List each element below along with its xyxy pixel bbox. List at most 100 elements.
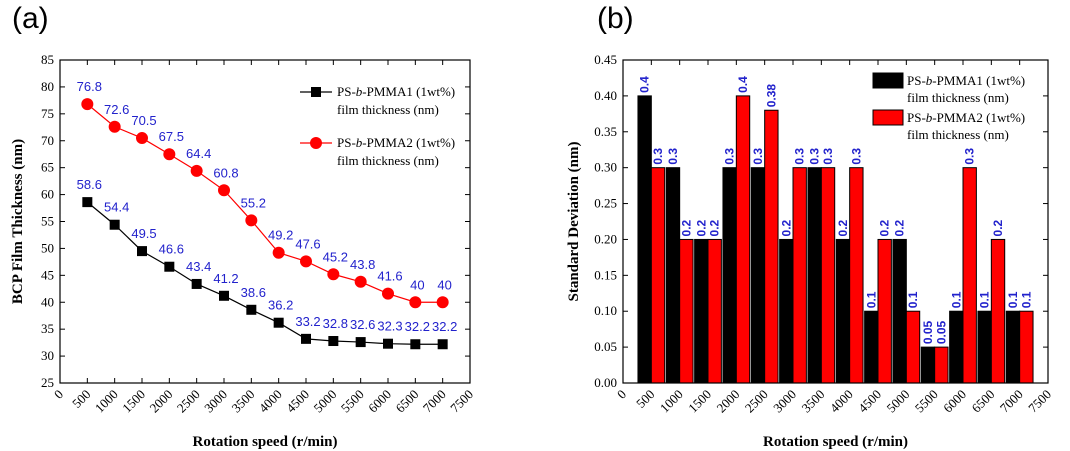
y-tick-label-b: 0.10 — [594, 303, 617, 318]
bar-label: 0.2 — [878, 219, 892, 236]
legend-swatch-b — [872, 109, 904, 126]
y-tick-label-b: 0.45 — [594, 52, 617, 67]
bar-1 — [807, 167, 822, 384]
panel-label-a: (a) — [12, 2, 49, 35]
bar-2 — [934, 346, 949, 384]
data-label: 49.2 — [268, 228, 293, 243]
data-point-circle — [108, 120, 121, 133]
x-tick-label-a: 1500 — [119, 387, 148, 416]
bar-1 — [665, 167, 681, 384]
y-tick-label-a: 75 — [41, 106, 54, 121]
x-tick-label-a: 6500 — [392, 387, 421, 416]
bar-label: 0.1 — [864, 291, 878, 308]
y-tick-label-a: 80 — [41, 79, 54, 94]
data-label: 33.2 — [295, 314, 320, 329]
x-tick-label-b: 5500 — [912, 387, 941, 416]
x-tick-label-a: 7000 — [420, 387, 449, 416]
bar-label: 0.1 — [978, 291, 992, 308]
x-tick-label-b: 6500 — [968, 387, 997, 416]
x-tick-label-a: 7500 — [447, 387, 476, 416]
x-tick-label-a: 4500 — [283, 387, 312, 416]
data-point-square — [383, 338, 393, 349]
y-tick-label-b: 0.20 — [594, 231, 617, 246]
bar-label: 0.2 — [893, 219, 907, 236]
data-point-square — [355, 337, 366, 348]
data-label: 40 — [410, 277, 424, 292]
data-point-square — [137, 246, 147, 257]
x-tick-label-b: 500 — [633, 387, 657, 411]
y-tick-label-a: 40 — [41, 294, 54, 309]
x-tick-label-a: 6000 — [365, 387, 394, 416]
x-tick-label-b: 4000 — [827, 387, 856, 416]
x-tick-label-a: 5500 — [338, 387, 367, 416]
bar-label: 0.4 — [736, 76, 750, 93]
data-point-square — [82, 197, 93, 208]
bar-1 — [722, 167, 737, 384]
x-tick-label-b: 7500 — [1025, 387, 1054, 416]
data-label: 36.2 — [268, 298, 293, 313]
x-tick-label-b: 7000 — [997, 387, 1026, 416]
data-label: 55.2 — [241, 195, 266, 210]
bar-label: 0.3 — [751, 148, 765, 165]
data-point-circle — [354, 275, 367, 288]
bar-2 — [877, 238, 892, 384]
bar-2 — [735, 95, 751, 384]
legend-marker-circle — [310, 137, 322, 149]
legend-entry-b-2-line2: film thickness (nm) — [907, 127, 1009, 142]
y-tick-label-b: 0.15 — [594, 267, 617, 282]
data-label: 67.5 — [159, 129, 184, 144]
data-point-square — [191, 278, 202, 289]
x-tick-label-b: 2500 — [742, 387, 771, 416]
data-point-square — [328, 336, 339, 347]
y-tick-label-a: 25 — [41, 375, 54, 390]
bar-label: 0.3 — [666, 148, 680, 165]
data-label: 45.2 — [323, 249, 348, 264]
legend-entry-a-1: PS-b-PMMA1 (1wt%) — [337, 84, 455, 99]
data-label: 46.6 — [159, 242, 184, 257]
data-point-square — [437, 339, 448, 350]
x-tick-label-a: 3500 — [228, 387, 257, 416]
data-label: 43.4 — [186, 259, 211, 274]
data-label: 43.8 — [350, 257, 375, 272]
bar-label: 0.3 — [821, 148, 835, 165]
bar-label: 0.1 — [949, 291, 963, 308]
plot-frame-b — [622, 59, 1049, 384]
bar-2 — [990, 238, 1006, 384]
bar-1 — [977, 310, 992, 384]
x-tick-label-a: 0 — [51, 387, 66, 402]
data-point-circle — [190, 164, 203, 177]
bar-label: 0.38 — [764, 84, 778, 108]
bar-2 — [650, 167, 666, 384]
bar-2 — [1019, 310, 1034, 384]
bar-2 — [792, 167, 807, 384]
legend-entry-a-2-line2: film thickness (nm) — [337, 153, 439, 168]
legend-entry-a-2: PS-b-PMMA2 (1wt%) — [337, 135, 455, 150]
panel-label-b: (b) — [597, 2, 634, 35]
y-axis-title-a: BCP Film Thickness (nm) — [10, 139, 26, 304]
bar-label: 0.2 — [679, 219, 693, 236]
x-tick-label-b: 1000 — [657, 387, 686, 416]
bar-2 — [707, 238, 722, 384]
data-point-circle — [409, 296, 422, 309]
y-tick-label-a: 65 — [41, 160, 54, 175]
bar-1 — [835, 238, 851, 384]
y-tick-label-b: 0.30 — [594, 160, 617, 175]
data-point-circle — [163, 148, 176, 161]
data-point-circle — [136, 132, 148, 145]
bar-label: 0.3 — [808, 148, 822, 165]
bar-label: 0.2 — [991, 219, 1005, 236]
x-tick-label-b: 5000 — [883, 387, 912, 416]
y-tick-label-a: 60 — [41, 187, 54, 202]
data-point-square — [301, 333, 311, 344]
x-axis-title-a: Rotation speed (r/min) — [193, 434, 338, 450]
y-tick-label-a: 45 — [41, 267, 54, 282]
x-tick-label-a: 2500 — [174, 387, 203, 416]
y-axis-title-b: Standard Deviation (nm) — [566, 141, 582, 301]
bar-2 — [905, 310, 921, 384]
data-label: 41.2 — [213, 271, 238, 286]
data-label: 76.8 — [77, 79, 102, 94]
data-label: 54.4 — [104, 200, 129, 215]
bar-1 — [637, 95, 652, 384]
bar-1 — [920, 346, 936, 384]
data-point-circle — [382, 287, 394, 300]
